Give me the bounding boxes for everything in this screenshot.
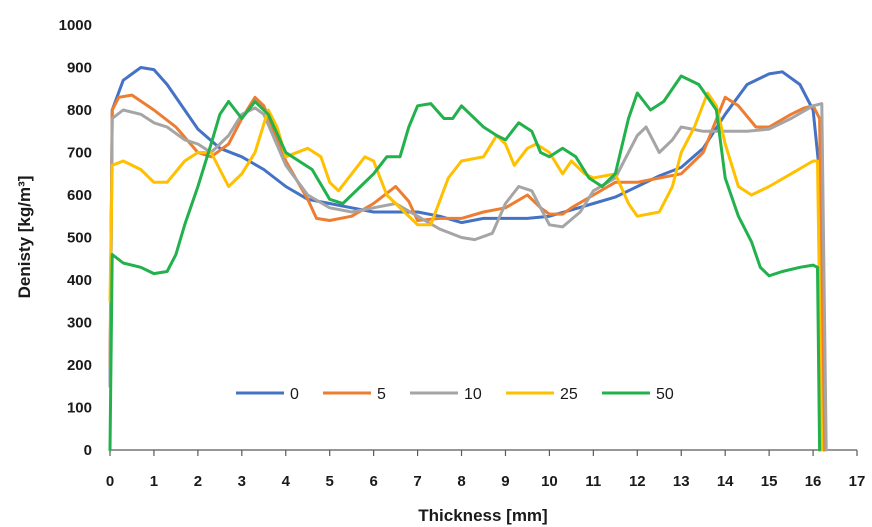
legend-item-0: 0 [236,386,299,403]
y-tick-label: 1000 [59,17,92,34]
x-tick-label: 5 [326,473,334,490]
x-tick-labels: 0 1 2 3 4 5 6 7 8 9 10 11 12 13 14 15 16 17 [106,473,866,490]
x-axis-title: Thickness [mm] [418,506,547,525]
x-tick-label: 2 [194,473,202,490]
x-tick-label: 12 [629,473,646,490]
y-axis-title: Denisty [kg/m³] [15,176,34,299]
y-tick-label: 800 [67,102,92,119]
x-tick-label: 11 [585,473,601,490]
legend: 0 5 10 25 50 [236,386,674,403]
y-tick-label: 100 [67,400,92,417]
x-axis-ticks [109,450,858,456]
y-tick-labels: 0 100 200 300 400 500 600 700 800 900 1000 [59,17,92,459]
legend-item-5: 5 [323,386,386,403]
x-tick-label: 8 [457,473,465,490]
x-tick-label: 17 [849,473,866,490]
series-line-0 [108,66,826,452]
x-tick-label: 1 [150,473,158,490]
y-tick-label: 300 [67,315,92,332]
y-tick-label: 900 [67,60,92,77]
legend-item-10: 10 [410,386,482,403]
legend-item-50: 50 [602,386,674,403]
series-line-5 [108,93,826,452]
legend-label: 25 [560,386,578,403]
y-tick-label: 500 [67,230,92,247]
plot-series [108,66,828,452]
y-tick-label: 700 [67,145,92,162]
x-tick-label: 0 [106,473,114,490]
legend-label: 10 [464,386,482,403]
y-tick-label: 600 [67,187,92,204]
x-tick-label: 16 [805,473,822,490]
x-tick-label: 9 [501,473,509,490]
x-tick-label: 4 [282,473,291,490]
x-tick-label: 3 [238,473,246,490]
legend-label: 0 [290,386,299,403]
legend-label: 5 [377,386,386,403]
x-tick-label: 13 [673,473,690,490]
x-tick-label: 10 [541,473,558,490]
y-tick-label: 200 [67,357,92,374]
y-tick-label: 0 [84,442,92,459]
series-line-50 [108,74,822,452]
x-tick-label: 7 [413,473,421,490]
x-tick-label: 6 [369,473,377,490]
x-tick-label: 15 [761,473,778,490]
series-line-10 [108,102,828,452]
axes [109,449,858,456]
series-line-25 [108,91,824,452]
legend-label: 50 [656,386,674,403]
legend-item-25: 25 [506,386,578,403]
y-tick-label: 400 [67,272,92,289]
x-tick-label: 14 [717,473,734,490]
